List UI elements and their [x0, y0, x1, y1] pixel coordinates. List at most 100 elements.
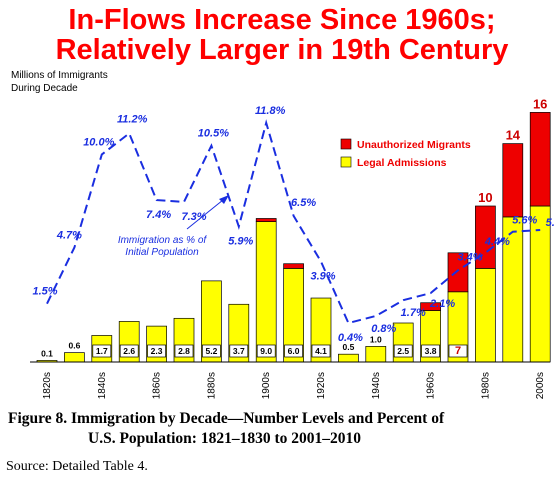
percent-label-1970s: 3.4% — [457, 251, 482, 263]
bar-unauthorized-1910s — [283, 263, 304, 269]
x-tick-1940s: 1940s — [371, 372, 382, 399]
bar-label-1950s: 2.5 — [397, 346, 409, 356]
bar-total-label-1990s: 14 — [506, 128, 521, 143]
bar-label-1840s: 1.7 — [96, 346, 108, 356]
bar-label-box-1920s — [311, 344, 331, 358]
percent-label-1900s: 11.8% — [255, 105, 286, 117]
bar-unauthorized-2000s — [529, 112, 551, 207]
percent-label-1990s: 5.6% — [512, 215, 537, 227]
percent-label-1890s: 5.9% — [228, 235, 253, 247]
percent-label-1830s: 4.7% — [56, 230, 82, 242]
bar-legal-1980s — [475, 268, 496, 363]
bar-label-box-1890s — [229, 344, 249, 358]
bar-label-box-1900s — [256, 344, 276, 358]
bar-label-box-1870s — [174, 344, 194, 358]
bar-label-1940s: 1.0 — [370, 334, 382, 344]
bar-label-1920s: 4.1 — [315, 346, 327, 356]
bar-label-box-1960s — [421, 344, 440, 358]
bar-total-label-1980s: 10 — [478, 190, 492, 205]
percent-label-2000s: 5.7% — [546, 217, 554, 229]
percent-label-1950s: 1.7% — [401, 307, 426, 319]
percent-label-1930s: 0.4% — [338, 332, 363, 344]
y-axis-label-line-2: During Decade — [11, 83, 78, 94]
percent-label-1850s: 11.2% — [117, 113, 148, 125]
percent-label-1920s: 3.9% — [310, 271, 335, 283]
bar-label-1820s: 0.1 — [41, 348, 53, 358]
percent-label-1980s: 4.4% — [484, 236, 510, 248]
x-tick-1960s: 1960s — [426, 372, 437, 399]
x-tick-1900s: 1900s — [261, 372, 272, 399]
bar-label-1860s: 2.3 — [151, 346, 163, 356]
bar-legal-1940s — [365, 346, 387, 363]
bar-label-1850s: 2.6 — [123, 346, 135, 356]
title-line-2: Relatively Larger in 19th Century — [56, 34, 509, 66]
bar-label-1890s: 3.7 — [233, 346, 245, 356]
annotation-line-1: Immigration as % of — [118, 235, 208, 246]
legend-swatch-legal — [340, 156, 352, 168]
legend-swatch-unauthorized — [340, 138, 352, 150]
legend-label-unauthorized: Unauthorized Migrants — [357, 139, 471, 151]
bar-label-box-1950s — [393, 344, 413, 358]
figure-caption: Figure 8. Immigration by Decade—Number L… — [8, 409, 553, 449]
bar-label-box-1840s — [92, 344, 112, 358]
percent-label-1910s: 6.5% — [291, 197, 316, 209]
bar-label-1970s: 7 — [455, 345, 461, 357]
x-tick-1980s: 1980s — [480, 372, 491, 399]
percent-line — [46, 119, 541, 325]
x-tick-labels: 1820s 1840s 1860s 1880s 1900s 1920s 1940s 1960s… — [42, 372, 546, 399]
x-tick-1880s: 1880s — [206, 372, 217, 399]
bar-label-1900s: 9.0 — [260, 346, 272, 356]
bar-unauthorized-1960s — [420, 302, 441, 311]
percent-label-1880s: 10.5% — [198, 128, 229, 140]
x-tick-2000s: 2000s — [535, 372, 546, 399]
bar-label-1910s: 6.0 — [288, 346, 300, 356]
annotation-line-2: Initial Population — [125, 247, 199, 258]
title-line-1: In-Flows Increase Since 1960s; — [68, 4, 495, 36]
x-tick-1920s: 1920s — [316, 372, 327, 399]
bar-label-box-1880s — [202, 344, 221, 358]
bar-label-1830s: 0.6 — [68, 341, 80, 351]
annotation-arrow-head — [219, 195, 229, 204]
pct-annotation: Immigration as % of Initial Population — [118, 195, 229, 258]
bar-label-box-1910s — [284, 344, 303, 358]
chart-title: In-Flows Increase Since 1960s; Relativel… — [56, 4, 509, 66]
bar-unauthorized-1990s — [502, 143, 524, 218]
chart: In-Flows Increase Since 1960s; Relativel… — [11, 4, 554, 399]
percent-label-1870s: 7.3% — [181, 211, 206, 223]
bar-label-1960s: 3.8 — [425, 346, 437, 356]
x-tick-1820s: 1820s — [42, 372, 53, 399]
bar-legal-1830s — [64, 352, 85, 363]
percent-label-1820s: 1.5% — [32, 286, 57, 298]
bar-unauthorized-1970s — [447, 252, 469, 293]
percent-label-1860s: 7.4% — [146, 209, 171, 221]
bar-legal-1900s — [255, 221, 277, 363]
bar-label-1930s: 0.5 — [342, 342, 354, 352]
bar-label-1880s: 5.2 — [205, 346, 217, 356]
percent-label-1940s: 0.8% — [371, 323, 396, 335]
percent-label-1960s: 2.1% — [429, 298, 455, 310]
bar-label-box-1860s — [147, 344, 166, 358]
percent-labels: 1.5% 4.7% 10.0%11.2% 7.4% 7.3% 10.5% 5.9% 11.8%… — [32, 105, 554, 344]
source-note: Source: Detailed Table 4. — [6, 459, 148, 474]
bar-labels: 0.1 0.6 1.7 2.6 2.3 2.8 5.2 3.7 9.0 6.0 4.1 0.5 1.0 2… — [41, 96, 547, 358]
bar-unauthorized-1900s — [255, 218, 277, 222]
caption-line-1: Figure 8. Immigration by Decade—Number L… — [8, 410, 445, 427]
bar-label-1870s: 2.8 — [178, 346, 190, 356]
bar-label-box-1850s — [119, 344, 139, 358]
legend-label-legal: Legal Admissions — [357, 157, 447, 169]
bar-legal-2000s — [529, 205, 551, 363]
y-axis-label: Millions of Immigrants During Decade — [11, 70, 108, 94]
bar-legal-1930s — [338, 353, 359, 363]
annotation-arrow-line — [186, 199, 224, 230]
bar-unauthorized-1980s — [475, 205, 496, 269]
bar-label-box-1970s — [448, 344, 468, 358]
bar-total-label-2000s: 16 — [533, 96, 547, 111]
caption-line-2: U.S. Population: 1821–1830 to 2001–2010 — [88, 430, 361, 447]
percent-line-path — [46, 119, 541, 325]
y-axis-label-line-1: Millions of Immigrants — [11, 70, 108, 81]
legend: Unauthorized Migrants Legal Admissions — [340, 138, 471, 169]
percent-label-1840s: 10.0% — [83, 137, 114, 149]
x-tick-1860s: 1860s — [152, 372, 163, 399]
x-tick-1840s: 1840s — [97, 372, 108, 399]
bars — [36, 112, 551, 363]
